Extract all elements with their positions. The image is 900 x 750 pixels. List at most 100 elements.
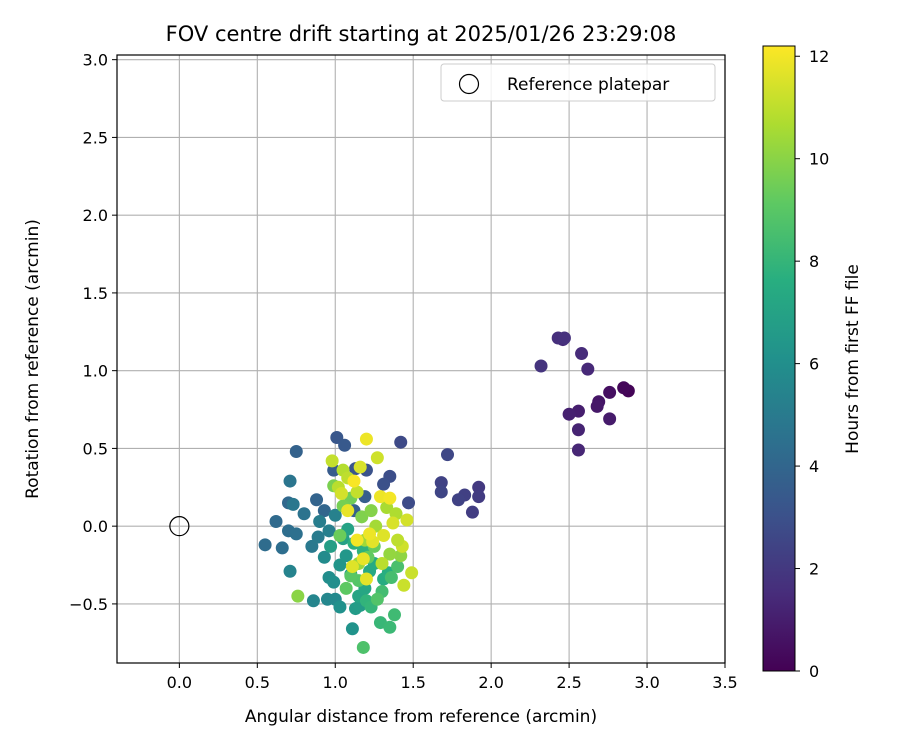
data-point	[387, 608, 401, 622]
colorbar: 0 2 4 6 8 10 12 Hours from first FF file	[762, 45, 863, 681]
data-point	[275, 541, 289, 555]
data-point	[617, 381, 631, 395]
legend-box	[440, 63, 716, 102]
x-tick-label: 2.5	[556, 673, 581, 692]
data-point	[334, 487, 348, 501]
data-point	[310, 493, 324, 507]
data-point	[356, 640, 370, 654]
grid-lines	[117, 55, 726, 663]
data-point	[575, 347, 589, 361]
x-tick-label: 0.5	[245, 673, 270, 692]
data-point	[338, 438, 352, 452]
plot-frame	[116, 54, 726, 664]
y-tick-label: 2.0	[83, 206, 108, 225]
y-tick-label: 1.5	[83, 284, 108, 303]
y-tick-label: 2.5	[83, 128, 108, 147]
data-point	[383, 620, 397, 634]
data-point	[359, 572, 373, 586]
data-point	[333, 600, 347, 614]
colorbar-tick-label: 0	[809, 662, 819, 681]
data-point	[383, 491, 397, 505]
data-point	[434, 485, 448, 499]
data-point	[441, 448, 455, 462]
data-point	[258, 538, 272, 552]
colorbar-tick-label: 6	[809, 355, 819, 374]
data-point	[317, 550, 331, 564]
data-point	[377, 528, 391, 542]
colorbar-label: Hours from first FF file	[843, 264, 863, 454]
y-tick-label: 0.5	[83, 439, 108, 458]
chart-title: FOV centre drift starting at 2025/01/26 …	[166, 22, 677, 46]
data-point	[345, 560, 359, 574]
data-point	[391, 533, 405, 547]
data-point	[313, 514, 327, 528]
data-point	[289, 445, 303, 459]
reference-platepar-point	[169, 516, 190, 537]
data-point	[353, 460, 367, 474]
data-point	[345, 622, 359, 636]
y-axis-ticks: −0.5 0.0 0.5 1.0 1.5 2.0 2.5 3.0	[69, 51, 117, 614]
colorbar-tick-label: 10	[809, 150, 829, 169]
data-point	[359, 432, 373, 446]
data-point	[370, 451, 384, 465]
y-tick-label: 1.0	[83, 362, 108, 381]
data-point	[603, 385, 617, 399]
x-tick-label: 1.0	[323, 673, 348, 692]
data-point	[333, 558, 347, 572]
data-point	[283, 474, 297, 488]
data-point	[339, 581, 353, 595]
data-point	[400, 513, 414, 527]
data-point	[405, 566, 419, 580]
legend-marker-icon	[458, 73, 480, 95]
data-point	[571, 443, 585, 457]
data-point	[289, 527, 303, 541]
x-tick-label: 2.0	[478, 673, 503, 692]
colorbar-tick-label: 8	[809, 252, 819, 271]
y-tick-label: −0.5	[69, 595, 108, 614]
data-point	[472, 490, 486, 504]
reference-marker	[169, 516, 190, 537]
data-point	[603, 412, 617, 426]
x-axis-ticks: 0.0 0.5 1.0 1.5 2.0 2.5 3.0 3.5	[167, 663, 738, 692]
data-point	[370, 592, 384, 606]
data-point	[383, 547, 397, 561]
data-point	[363, 527, 377, 541]
data-point	[571, 423, 585, 437]
x-tick-label: 1.5	[400, 673, 425, 692]
data-point	[347, 474, 361, 488]
data-point	[386, 516, 400, 530]
colorbar-gradient	[762, 45, 796, 672]
legend: Reference platepar	[440, 63, 716, 102]
data-point	[375, 556, 389, 570]
data-point	[306, 594, 320, 608]
data-point	[350, 485, 364, 499]
data-point	[451, 493, 465, 507]
data-point	[391, 560, 405, 574]
data-point	[317, 504, 331, 518]
colorbar-tick-label: 2	[809, 560, 819, 579]
data-point	[534, 359, 548, 373]
y-axis-label: Rotation from reference (arcmin)	[23, 219, 43, 499]
data-point	[356, 552, 370, 566]
x-tick-label: 3.5	[712, 673, 737, 692]
data-point	[557, 331, 571, 345]
x-tick-label: 3.0	[634, 673, 659, 692]
data-point	[397, 578, 411, 592]
data-point	[355, 510, 369, 524]
data-point	[305, 539, 319, 553]
data-point	[562, 407, 576, 421]
data-point	[339, 549, 353, 563]
colorbar-tick-label: 12	[809, 47, 829, 66]
colorbar-ticks: 0 2 4 6 8 10 12	[795, 47, 829, 681]
data-point	[297, 507, 311, 521]
data-point	[291, 589, 305, 603]
data-point	[341, 504, 355, 518]
data-point	[283, 564, 297, 578]
data-point	[590, 399, 604, 413]
data-point	[402, 496, 416, 510]
data-point	[327, 575, 341, 589]
colorbar-tick-label: 4	[809, 457, 819, 476]
data-point	[581, 362, 595, 376]
data-point	[322, 524, 336, 538]
